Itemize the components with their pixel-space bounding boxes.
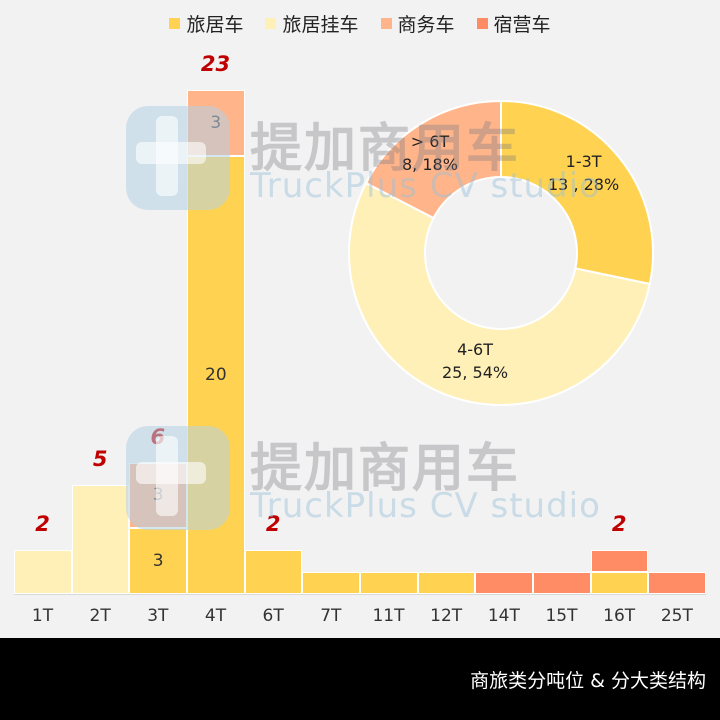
footer-title: 商旅类分吨位 & 分大类结构 [470, 670, 706, 692]
donut-chart [348, 100, 654, 406]
donut-label-1-3t: 1-3T 13 , 28% [548, 150, 619, 196]
x-tick-label: 4T [204, 606, 227, 626]
bar-segment [71, 484, 130, 594]
donut-label-4-6t: 4-6T 25, 54% [442, 338, 508, 384]
slice-value: 25, 54% [442, 363, 509, 382]
x-tick-label: 3T [147, 606, 169, 626]
slice-name: > 6T [410, 132, 450, 151]
bar-segment [417, 572, 476, 594]
bar-total-label: 6 [150, 424, 166, 449]
legend-swatch [476, 18, 488, 29]
chart-legend: 旅居车 旅居挂车 商务车 宿营车 [0, 10, 720, 37]
x-tick-label: 14T [487, 606, 520, 626]
x-tick-label: 11T [372, 606, 405, 626]
x-axis-line [14, 594, 706, 595]
legend-label: 旅居车 [186, 14, 244, 36]
slice-name: 1-3T [565, 152, 602, 171]
bar-total-label: 2 [611, 512, 627, 537]
x-tick-label: 12T [430, 606, 463, 626]
bar-segment [590, 550, 649, 573]
x-tick-label: 7T [320, 606, 342, 626]
footer-bar: 商旅类分吨位 & 分大类结构 [0, 638, 720, 720]
slice-value: 13 , 28% [548, 175, 620, 194]
donut-slice [364, 100, 502, 220]
bar-segment: 20 [187, 156, 245, 594]
legend-item-camper: 宿营车 [476, 10, 551, 37]
x-tick-label: 15T [545, 606, 578, 626]
legend-label: 旅居挂车 [282, 14, 359, 36]
legend-swatch [265, 18, 277, 29]
legend-label: 商务车 [397, 14, 455, 36]
x-tick-label: 6T [262, 606, 284, 626]
bar-segment: 3 [129, 462, 187, 529]
donut-slice [348, 181, 652, 406]
legend-item-rv: 旅居车 [169, 10, 243, 37]
bar-segment [302, 572, 360, 594]
bar-total-label: 5 [92, 446, 108, 471]
legend-item-trailer: 旅居挂车 [265, 10, 359, 37]
bar-segment [14, 550, 72, 594]
slice-name: 4-6T [457, 340, 493, 359]
bar-segment [648, 572, 706, 594]
x-tick-label: 2T [89, 606, 111, 626]
bar-total-label: 23 [200, 52, 231, 77]
x-tick-label: 1T [31, 606, 54, 626]
bar-segment [533, 572, 591, 594]
bar-segment: 3 [187, 90, 245, 156]
slice-value: 8, 18% [402, 155, 458, 174]
legend-item-business: 商务车 [380, 10, 455, 37]
bar-segment: 3 [129, 528, 187, 594]
bar-segment [360, 572, 418, 594]
donut-slice [500, 100, 654, 286]
legend-label: 宿营车 [493, 14, 551, 36]
legend-swatch [380, 18, 392, 29]
bar-segment [244, 550, 303, 594]
bar-total-label: 2 [35, 512, 50, 537]
x-tick-label: 16T [603, 606, 636, 626]
bar-total-label: 2 [265, 512, 281, 537]
legend-swatch [169, 18, 181, 29]
bar-segment [475, 572, 533, 594]
bar-segment [590, 572, 649, 594]
donut-label-gt-6t: > 6T 8, 18% [402, 130, 458, 176]
x-tick-label: 25T [660, 606, 693, 626]
